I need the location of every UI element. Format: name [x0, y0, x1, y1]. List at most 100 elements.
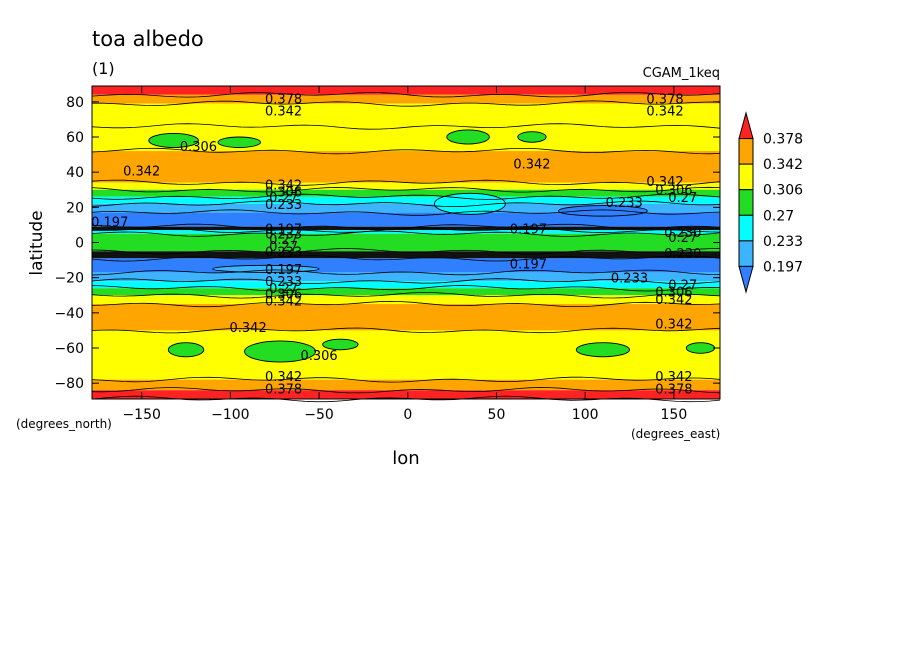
colorbar-label: 0.27 [763, 208, 794, 224]
contour-label: 0.306 [300, 349, 337, 364]
contour-label: 0.230 [664, 226, 701, 241]
contour-patch [517, 131, 547, 143]
contour-label: 0.233 [265, 228, 302, 243]
y-axis-label: latitude [27, 210, 47, 275]
contour-label: 0.342 [655, 293, 692, 308]
contour-patch [217, 136, 261, 148]
contour-label: 0.378 [265, 382, 302, 397]
contour-line [91, 387, 721, 394]
contour-label: 0.233 [265, 198, 302, 213]
contour-line [91, 179, 721, 186]
colorbar-label: 0.378 [763, 132, 803, 148]
contour-label: 0.197 [91, 215, 128, 230]
y-tick-label: 20 [66, 200, 84, 216]
y-tick-label: 0 [75, 236, 84, 252]
contour-label: 0.342 [265, 105, 302, 120]
contour-line [91, 248, 721, 255]
contour-label: 0.342 [655, 370, 692, 385]
contour-label: 0.27 [269, 233, 298, 248]
contour-label: 0.306 [655, 286, 692, 301]
colorbar-segment [738, 214, 754, 242]
contour-line [91, 376, 721, 383]
contour-line [91, 285, 721, 292]
contour-line [91, 193, 721, 200]
contour-patches [148, 129, 716, 363]
y-tick-label: 60 [66, 130, 84, 146]
chart-subtitle: (1) [92, 59, 115, 78]
x-tick-label: −150 [122, 407, 160, 423]
zonal-band [92, 281, 720, 289]
zonal-band [92, 272, 720, 282]
contour-line [91, 209, 721, 216]
zonal-band [92, 203, 720, 213]
contour-line [91, 227, 721, 234]
x-axis-ticks: −150 −100 −50 0 50 100 150 [122, 86, 687, 423]
colorbar-label: 0.197 [763, 259, 803, 275]
colorbar-segment [738, 240, 754, 267]
zonal-band [92, 212, 720, 227]
contour-patch [685, 342, 716, 354]
contour-patch [167, 342, 205, 358]
contour-label: 0.342 [265, 370, 302, 385]
contour-patch [558, 205, 648, 217]
contour-label: 0.197 [510, 222, 547, 237]
contour-line [91, 292, 721, 299]
contour-line [91, 278, 721, 285]
colorbar-segment [738, 138, 754, 165]
y-unit-label: (degrees_north) [16, 417, 112, 431]
x-axis-label: lon [392, 448, 419, 469]
contour-label: 0.378 [655, 382, 692, 397]
contour-label: 0.233 [606, 196, 643, 211]
contour-label: 0.306 [180, 140, 217, 155]
zonal-band [92, 379, 720, 391]
contour-label: 0.197 [265, 263, 302, 278]
zonal-band [92, 288, 720, 296]
chart-title: toa albedo [92, 27, 204, 51]
contour-label: 0.27 [269, 191, 298, 206]
contour-line [91, 255, 721, 262]
y-tick-label: 80 [66, 95, 84, 111]
contour-label: 0.306 [265, 186, 302, 201]
contour-line [91, 395, 721, 403]
x-tick-label: 150 [661, 407, 688, 423]
zonal-band [92, 182, 720, 190]
contour-label: 0.27 [668, 191, 697, 206]
x-tick-label: 0 [403, 407, 412, 423]
contour-line [91, 300, 721, 308]
contour-line [91, 123, 721, 130]
colorbar-legend: 0.378 0.342 0.306 0.27 0.233 0.197 [738, 111, 803, 294]
contour-label: 0.342 [265, 178, 302, 193]
contour-label: 0.306 [265, 287, 302, 302]
zonal-band [92, 258, 720, 273]
zonal-band [92, 233, 720, 252]
dataset-label: CGAM_1keq [643, 66, 720, 81]
contour-label: 0.342 [655, 317, 692, 332]
zonal-band [92, 295, 720, 305]
contour-label: 0.27 [269, 240, 298, 255]
contour-line [91, 147, 721, 155]
x-tick-label: −50 [304, 407, 334, 423]
zonal-band [92, 151, 720, 183]
contour-label: 0.342 [123, 164, 160, 179]
zonal-band [92, 189, 720, 197]
contour-label: 0.378 [646, 92, 683, 107]
colorbar-segment [738, 163, 754, 191]
x-tick-label: −100 [211, 407, 249, 423]
zonal-band [92, 390, 720, 399]
contour-label: 0.306 [655, 184, 692, 199]
contour-label: 0.378 [265, 92, 302, 107]
zonal-band [92, 196, 720, 204]
contour-patch [244, 340, 316, 363]
y-tick-label: −40 [54, 306, 84, 322]
zonal-band [92, 304, 720, 331]
colorbar-label: 0.233 [763, 234, 803, 250]
contour-line [91, 230, 721, 237]
contour-label: 0.197 [510, 258, 547, 273]
colorbar-label: 0.306 [763, 183, 803, 199]
contour-label: 0.27 [269, 282, 298, 297]
contour-patch [446, 129, 490, 145]
contour-label: 0.233 [265, 245, 302, 260]
colorbar-segment [738, 189, 754, 216]
x-tick-label: 50 [488, 407, 506, 423]
